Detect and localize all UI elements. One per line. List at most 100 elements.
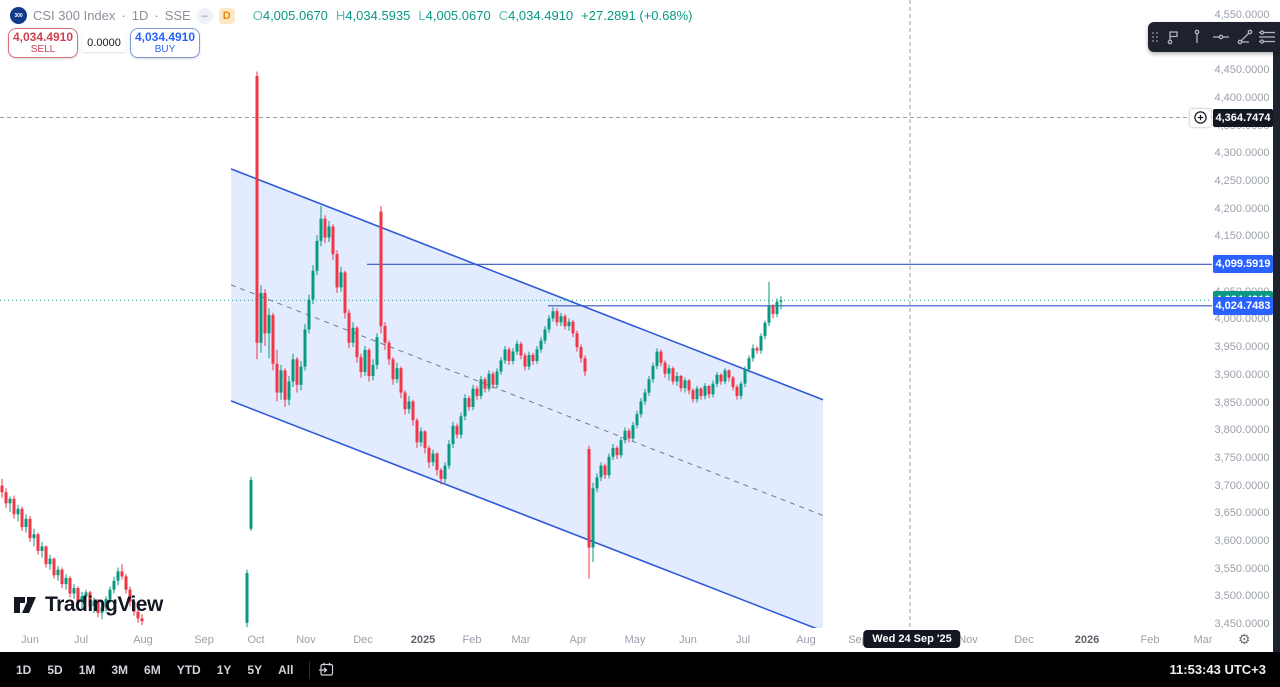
channel-lower-line: [230, 400, 818, 628]
time-tick-dec: Dec: [353, 634, 373, 646]
range-button-1m[interactable]: 1M: [78, 662, 96, 677]
buy-label: BUY: [154, 44, 176, 56]
time-tick-dec: Dec: [1014, 634, 1034, 646]
buy-price: 4,034.4910: [134, 29, 196, 44]
time-tick-aug: Aug: [133, 634, 153, 646]
price-tick: 4,000.0000: [1214, 313, 1270, 326]
sell-label: SELL: [30, 44, 56, 56]
bottom-toolbar: 1D 5D 1M 3M 6M YTD 1Y 5Y All 11:53:43 UTC+3: [0, 652, 1280, 687]
market-status-icon[interactable]: –: [196, 7, 213, 24]
chart-canvas[interactable]: [0, 0, 1280, 628]
crosshair-price-label: 4,364.7474: [1213, 108, 1273, 127]
range-button-1d[interactable]: 1D: [16, 662, 32, 677]
range-button-3m[interactable]: 3M: [111, 662, 129, 677]
tradingview-logo-text: TradingView: [45, 593, 163, 616]
ray-price-label: 4,024.7483: [1213, 296, 1273, 315]
right-panel-edge: [1273, 22, 1280, 652]
forecast-tool-icon[interactable]: [1162, 22, 1186, 52]
add-alert-plus-icon[interactable]: [1190, 108, 1211, 127]
time-tick-jul: Jul: [735, 634, 751, 646]
price-tick: 3,750.0000: [1214, 451, 1270, 464]
symbol-legend[interactable]: 300 CSI 300 Index · 1D · SSE – D O4,005.…: [10, 7, 692, 24]
price-tick: 3,450.0000: [1214, 617, 1270, 630]
date-range-buttons: 1D 5D 1M 3M 6M YTD 1Y 5Y All: [8, 658, 301, 682]
spread-value: 0.0000: [82, 34, 126, 52]
session-clock[interactable]: 11:53:43 UTC+3: [1169, 662, 1266, 677]
price-tick: 3,700.0000: [1214, 479, 1270, 492]
price-tick: 4,150.0000: [1214, 230, 1270, 243]
range-button-all[interactable]: All: [278, 662, 294, 677]
descending-channel-fill: [231, 168, 823, 628]
sell-price: 4,034.4910: [12, 29, 74, 44]
range-button-5y[interactable]: 5Y: [247, 662, 263, 677]
horizontal-ray-tool-icon[interactable]: [1209, 22, 1233, 52]
price-change: +27.2891 (+0.68%): [581, 8, 693, 23]
trade-panel: 4,034.4910 SELL 0.0000 4,034.4910 BUY: [8, 28, 200, 58]
price-tick: 4,200.0000: [1214, 202, 1270, 215]
range-button-5d[interactable]: 5D: [47, 662, 63, 677]
go-to-date-button[interactable]: [318, 661, 335, 678]
price-tick: 3,650.0000: [1214, 507, 1270, 520]
time-tick-jul: Jul: [73, 634, 89, 646]
time-tick-sep: Sep: [848, 634, 868, 646]
time-tick-jun: Jun: [679, 634, 697, 646]
price-tick: 3,950.0000: [1214, 341, 1270, 354]
legend-separator: ·: [121, 8, 126, 23]
time-tick-2025: 2025: [410, 634, 436, 646]
trend-angle-tool-icon[interactable]: [1233, 22, 1257, 52]
price-tick: 3,500.0000: [1214, 590, 1270, 603]
price-tick: 4,550.0000: [1214, 9, 1270, 21]
channel-upper-line: [230, 168, 824, 401]
time-tick-aug: Aug: [796, 634, 816, 646]
time-tick-feb: Feb: [462, 634, 482, 646]
time-tick-mar: Mar: [1193, 634, 1213, 646]
calendar-goto-icon: [319, 662, 334, 676]
ohlc-l: L4,005.0670: [418, 8, 491, 23]
tradingview-logo-icon: [14, 597, 36, 613]
symbol-name[interactable]: CSI 300 Index: [33, 8, 116, 23]
price-tick: 3,900.0000: [1214, 368, 1270, 381]
instrument-logo-icon: 300: [10, 7, 27, 24]
delayed-data-badge[interactable]: D: [218, 7, 235, 24]
time-tick-may: May: [624, 634, 646, 646]
ohlc-c: C4,034.4910: [498, 8, 574, 23]
price-tick: 3,600.0000: [1214, 534, 1270, 547]
price-tick: 4,400.0000: [1214, 92, 1270, 105]
parallel-channel-tool-icon[interactable]: [1256, 22, 1280, 52]
toolbar-divider: [309, 660, 311, 679]
time-tick-apr: Apr: [569, 634, 587, 646]
time-tick-nov: Nov: [958, 634, 978, 646]
ohlc-o: O4,005.0670: [252, 8, 328, 23]
range-button-6m[interactable]: 6M: [144, 662, 161, 677]
time-tick-sep: Sep: [194, 634, 214, 646]
price-tick: 3,850.0000: [1214, 396, 1270, 409]
price-tick: 4,300.0000: [1214, 147, 1270, 160]
price-axis[interactable]: 4,550.00004,500.00004,450.00004,400.0000…: [1212, 0, 1280, 652]
crosshair-date-label: Wed 24 Sep '25: [863, 630, 961, 648]
time-tick-nov: Nov: [296, 634, 316, 646]
time-tick-2026: 2026: [1074, 634, 1100, 646]
time-tick-mar: Mar: [511, 634, 531, 646]
exchange-name[interactable]: SSE: [164, 8, 191, 23]
time-tick-feb: Feb: [1140, 634, 1160, 646]
ohlc-values: O4,005.0670 H4,034.5935 L4,005.0670 C4,034.…: [253, 8, 693, 23]
range-button-1y[interactable]: 1Y: [216, 662, 232, 677]
legend-separator: ·: [154, 8, 159, 23]
price-tick: 3,550.0000: [1214, 562, 1270, 575]
buy-button[interactable]: 4,034.4910 BUY: [130, 28, 200, 58]
ray-price-label: 4,099.5919: [1213, 255, 1273, 274]
interval-value[interactable]: 1D: [131, 8, 149, 23]
ohlc-h: H4,034.5935: [335, 8, 411, 23]
sell-button[interactable]: 4,034.4910 SELL: [8, 28, 78, 58]
price-tick: 4,450.0000: [1214, 64, 1270, 77]
drag-handle-icon[interactable]: [1148, 22, 1162, 52]
time-axis[interactable]: Jun Jul Aug Sep Oct Nov Dec 2025 Feb Mar Apr May Jun…: [0, 628, 1212, 652]
tradingview-watermark[interactable]: TradingView: [12, 592, 163, 618]
time-tick-jun: Jun: [21, 634, 39, 646]
price-tick: 3,800.0000: [1214, 424, 1270, 437]
vertical-line-tool-icon[interactable]: [1185, 22, 1209, 52]
range-button-ytd[interactable]: YTD: [176, 662, 201, 677]
axis-settings-gear-icon[interactable]: ⚙: [1238, 631, 1251, 647]
floating-drawing-toolbar[interactable]: [1148, 22, 1280, 52]
